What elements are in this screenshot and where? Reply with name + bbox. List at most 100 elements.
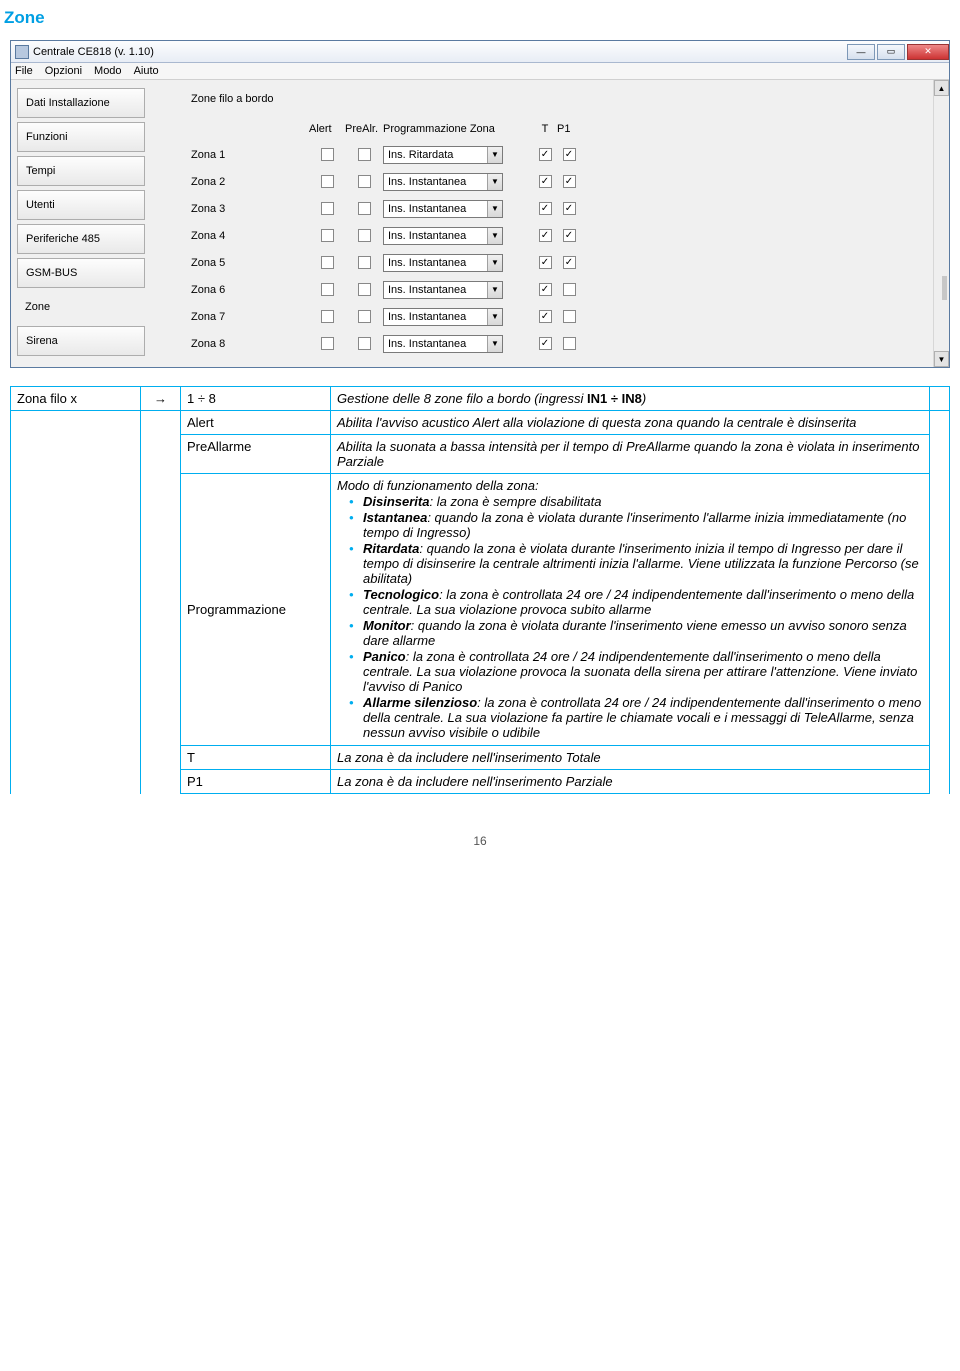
scroll-down-icon[interactable]: ▼ [934,351,949,367]
def-bullet: Istantanea: quando la zona è violata dur… [349,510,923,540]
bullet-text: : quando la zona è violata durante l'ins… [363,510,906,540]
prealr-checkbox[interactable] [358,148,371,161]
alert-checkbox[interactable] [321,229,334,242]
p1-checkbox[interactable] [563,202,576,215]
t-checkbox[interactable] [539,175,552,188]
app-window: Centrale CE818 (v. 1.10) — ▭ ✕ File Opzi… [10,40,950,368]
prog-combo[interactable]: Ins. Instantanea▼ [383,200,503,218]
t-checkbox[interactable] [539,229,552,242]
sidebar-item-dati-installazione[interactable]: Dati Installazione [17,88,145,118]
menu-file[interactable]: File [15,65,33,77]
def-label: T [181,746,331,770]
chevron-down-icon[interactable]: ▼ [487,147,502,163]
p1-checkbox[interactable] [563,148,576,161]
combo-value: Ins. Instantanea [384,203,487,215]
prog-combo[interactable]: Ins. Instantanea▼ [383,254,503,272]
def-desc: Abilita l'avviso acustico Alert alla vio… [331,411,930,435]
alert-checkbox[interactable] [321,283,334,296]
close-button[interactable]: ✕ [907,44,949,60]
p1-checkbox[interactable] [563,256,576,269]
minimize-button[interactable]: — [847,44,875,60]
t-checkbox[interactable] [539,337,552,350]
prog-combo[interactable]: Ins. Instantanea▼ [383,227,503,245]
bullet-text: : la zona è controllata 24 ore / 24 indi… [363,649,917,694]
prealr-checkbox[interactable] [358,310,371,323]
scroll-up-icon[interactable]: ▲ [934,80,949,96]
zone-row: Zona 7Ins. Instantanea▼ [191,303,929,330]
menu-opzioni[interactable]: Opzioni [45,65,82,77]
scroll-track[interactable] [934,96,949,351]
header-p1: P1 [557,123,581,135]
prog-combo[interactable]: Ins. Instantanea▼ [383,281,503,299]
grid-header: Alert PreAlr. Programmazione Zona T P1 [191,123,929,135]
alert-checkbox[interactable] [321,256,334,269]
def-desc: Gestione delle 8 zone filo a bordo (ingr… [331,387,930,411]
def-desc: Abilita la suonata a bassa intensità per… [331,435,930,474]
prealr-checkbox[interactable] [358,283,371,296]
t-checkbox[interactable] [539,202,552,215]
header-prealr: PreAlr. [345,123,383,135]
def-bullet: Ritardata: quando la zona è violata dura… [349,541,923,586]
t-checkbox[interactable] [539,283,552,296]
prog-combo[interactable]: Ins. Ritardata▼ [383,146,503,164]
p1-checkbox[interactable] [563,283,576,296]
maximize-button[interactable]: ▭ [877,44,905,60]
def-desc: Modo di funzionamento della zona: Disins… [331,474,930,746]
sidebar-item-tempi[interactable]: Tempi [17,156,145,186]
alert-checkbox[interactable] [321,337,334,350]
prealr-checkbox[interactable] [358,256,371,269]
chevron-down-icon[interactable]: ▼ [487,201,502,217]
header-t: T [533,123,557,135]
alert-checkbox[interactable] [321,148,334,161]
prog-combo[interactable]: Ins. Instantanea▼ [383,308,503,326]
prog-combo[interactable]: Ins. Instantanea▼ [383,173,503,191]
bullet-term: Tecnologico [363,587,439,602]
chevron-down-icon[interactable]: ▼ [487,309,502,325]
def-bullet: Tecnologico: la zona è controllata 24 or… [349,587,923,617]
vertical-scrollbar[interactable]: ▲ ▼ [933,80,949,367]
zone-row: Zona 2Ins. Instantanea▼ [191,168,929,195]
p1-checkbox[interactable] [563,337,576,350]
menu-aiuto[interactable]: Aiuto [134,65,159,77]
bullet-text: : la zona è controllata 24 ore / 24 indi… [363,587,914,617]
bullet-term: Allarme silenzioso [363,695,477,710]
prealr-checkbox[interactable] [358,229,371,242]
t-checkbox[interactable] [539,256,552,269]
p1-checkbox[interactable] [563,310,576,323]
prealr-checkbox[interactable] [358,175,371,188]
prealr-checkbox[interactable] [358,202,371,215]
app-icon [15,45,29,59]
sidebar-item-funzioni[interactable]: Funzioni [17,122,145,152]
sidebar-item-periferiche-485[interactable]: Periferiche 485 [17,224,145,254]
zone-name: Zona 8 [191,338,309,350]
zone-row: Zona 6Ins. Instantanea▼ [191,276,929,303]
chevron-down-icon[interactable]: ▼ [487,336,502,352]
p1-checkbox[interactable] [563,229,576,242]
def-label: PreAllarme [181,435,331,474]
combo-value: Ins. Instantanea [384,311,487,323]
prog-combo[interactable]: Ins. Instantanea▼ [383,335,503,353]
sidebar-item-sirena[interactable]: Sirena [17,326,145,356]
chevron-down-icon[interactable]: ▼ [487,174,502,190]
alert-checkbox[interactable] [321,310,334,323]
sidebar-item-zone[interactable]: Zone [17,292,145,322]
table-row: Alert Abilita l'avviso acustico Alert al… [11,411,950,435]
bullet-term: Ritardata [363,541,419,556]
prealr-checkbox[interactable] [358,337,371,350]
alert-checkbox[interactable] [321,175,334,188]
combo-value: Ins. Ritardata [384,149,487,161]
text: ) [642,391,646,406]
combo-value: Ins. Instantanea [384,257,487,269]
zone-row: Zona 8 Ins. Instantanea▼ [191,330,929,357]
alert-checkbox[interactable] [321,202,334,215]
sidebar-item-gsm-bus[interactable]: GSM-BUS [17,258,145,288]
p1-checkbox[interactable] [563,175,576,188]
chevron-down-icon[interactable]: ▼ [487,282,502,298]
t-checkbox[interactable] [539,310,552,323]
menu-modo[interactable]: Modo [94,65,122,77]
sidebar-item-utenti[interactable]: Utenti [17,190,145,220]
chevron-down-icon[interactable]: ▼ [487,255,502,271]
t-checkbox[interactable] [539,148,552,161]
zone-name: Zona 3 [191,203,309,215]
chevron-down-icon[interactable]: ▼ [487,228,502,244]
